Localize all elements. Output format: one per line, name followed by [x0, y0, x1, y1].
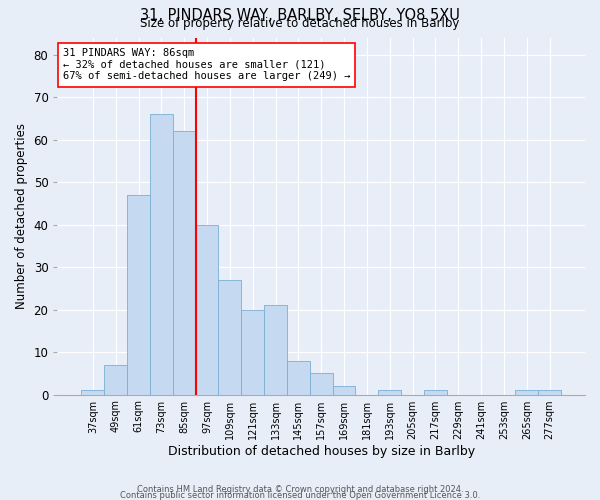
Text: 31, PINDARS WAY, BARLBY, SELBY, YO8 5XU: 31, PINDARS WAY, BARLBY, SELBY, YO8 5XU [140, 8, 460, 22]
Y-axis label: Number of detached properties: Number of detached properties [15, 123, 28, 309]
Bar [173, 131, 196, 394]
X-axis label: Distribution of detached houses by size in Barlby: Distribution of detached houses by size … [167, 444, 475, 458]
Bar [150, 114, 173, 394]
Bar [424, 390, 447, 394]
Bar [241, 310, 264, 394]
Bar [538, 390, 561, 394]
Bar [104, 365, 127, 394]
Bar [332, 386, 355, 394]
Bar [127, 195, 150, 394]
Bar [379, 390, 401, 394]
Bar [82, 390, 104, 394]
Bar [515, 390, 538, 394]
Text: Contains HM Land Registry data © Crown copyright and database right 2024.: Contains HM Land Registry data © Crown c… [137, 485, 463, 494]
Bar [310, 374, 332, 394]
Text: 31 PINDARS WAY: 86sqm
← 32% of detached houses are smaller (121)
67% of semi-det: 31 PINDARS WAY: 86sqm ← 32% of detached … [63, 48, 350, 82]
Bar [264, 306, 287, 394]
Text: Contains public sector information licensed under the Open Government Licence 3.: Contains public sector information licen… [120, 491, 480, 500]
Bar [218, 280, 241, 394]
Bar [196, 224, 218, 394]
Bar [287, 360, 310, 394]
Text: Size of property relative to detached houses in Barlby: Size of property relative to detached ho… [140, 18, 460, 30]
